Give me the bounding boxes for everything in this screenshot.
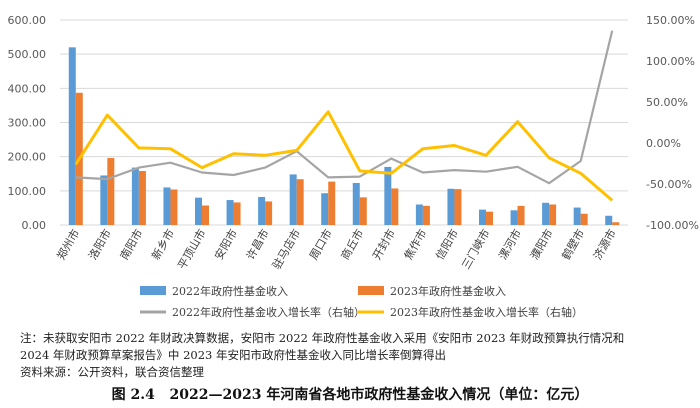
bar bbox=[226, 200, 234, 225]
bar bbox=[549, 204, 557, 225]
bar bbox=[391, 188, 399, 225]
bar bbox=[415, 204, 423, 225]
bar bbox=[479, 209, 486, 225]
bar bbox=[265, 201, 273, 225]
bar bbox=[258, 196, 266, 225]
figure-title: 2022—2023 年河南省各地市政府性基金收入情况（单位：亿元） bbox=[169, 387, 589, 403]
bar bbox=[131, 167, 139, 225]
bar bbox=[573, 207, 581, 225]
x-tick-label: 周口市 bbox=[306, 227, 335, 263]
legend-label: 2022年政府性基金收入 bbox=[172, 284, 288, 298]
x-tick-label: 濮阳市 bbox=[527, 227, 556, 263]
y-right-tick-label: 0.00% bbox=[646, 137, 681, 150]
y-right-tick-label: 50.00% bbox=[646, 96, 688, 109]
gridlines bbox=[60, 19, 628, 226]
bar bbox=[510, 210, 518, 225]
x-tick-label: 洛阳市 bbox=[85, 227, 114, 263]
y-left-tick-label: 300.00 bbox=[8, 117, 47, 130]
legend-swatch bbox=[140, 286, 166, 295]
y-left-tick-label: 100.00 bbox=[8, 185, 47, 198]
bar bbox=[384, 166, 392, 225]
line-series bbox=[74, 30, 614, 202]
x-tick-label: 驻马店市 bbox=[269, 227, 303, 272]
x-tick-label: 济源市 bbox=[590, 227, 619, 263]
bar bbox=[195, 197, 202, 225]
bar bbox=[447, 188, 455, 225]
bar bbox=[100, 175, 108, 225]
bar bbox=[289, 174, 297, 225]
note-line-2: 2024 年财政预算草案报告》中 2023 年安阳市政府性基金收入同比增长率倒算… bbox=[20, 348, 446, 362]
bar bbox=[138, 171, 146, 225]
x-tick-label: 漯河市 bbox=[496, 227, 525, 263]
y-left-tick-label: 200.00 bbox=[8, 151, 47, 164]
bar bbox=[486, 211, 493, 225]
bar bbox=[359, 197, 367, 225]
legend-label: 2023年政府性基金收入 bbox=[390, 284, 506, 298]
bar bbox=[202, 205, 209, 225]
series-line bbox=[74, 110, 614, 202]
left-axis: 0.00 100.00 200.00 300.00 400.00 500.00 600.00 bbox=[8, 14, 47, 232]
note-line-1: 注：未获取安阳市 2022 年财政决算数据，安阳市 2022 年政府性基金收入采… bbox=[20, 331, 625, 345]
x-tick-label: 开封市 bbox=[369, 227, 398, 263]
bar bbox=[580, 213, 588, 225]
figure-label: 图 2.4 bbox=[111, 387, 155, 403]
bar bbox=[612, 222, 620, 225]
y-right-tick-label: 100.00% bbox=[646, 55, 695, 68]
x-tick-label: 焦作市 bbox=[401, 227, 430, 263]
y-left-tick-label: 400.00 bbox=[8, 82, 47, 95]
bar-series bbox=[68, 47, 620, 226]
x-tick-label: 许昌市 bbox=[243, 227, 272, 263]
x-tick-label: 商丘市 bbox=[338, 227, 367, 263]
bar bbox=[352, 182, 360, 225]
bar bbox=[517, 205, 525, 225]
legend-label: 2022年政府性基金收入增长率（右轴） bbox=[172, 305, 365, 319]
series-line bbox=[75, 30, 614, 185]
y-left-tick-label: 600.00 bbox=[8, 14, 47, 27]
bar bbox=[233, 202, 241, 225]
bar bbox=[422, 205, 430, 225]
bar bbox=[163, 187, 171, 225]
bar bbox=[68, 47, 76, 226]
legend: 2022年政府性基金收入 2023年政府性基金收入 2022年政府性基金收入增长率（… bbox=[140, 284, 583, 319]
bar bbox=[328, 181, 336, 225]
x-tick-label: 郑州市 bbox=[54, 227, 83, 263]
x-tick-label: 三门峡市 bbox=[458, 227, 492, 272]
x-tick-label: 平顶山市 bbox=[174, 227, 208, 272]
x-tick-label: 南阳市 bbox=[117, 227, 146, 263]
bar bbox=[454, 189, 462, 225]
legend-label: 2023年政府性基金收入增长率（右轴） bbox=[390, 305, 583, 319]
y-left-tick-label: 0.00 bbox=[22, 219, 47, 232]
chart: 0.00 100.00 200.00 300.00 400.00 500.00 600.00… bbox=[8, 14, 699, 319]
bar bbox=[170, 189, 178, 225]
source-note: 资料来源：公开资料，联合资信整理 bbox=[20, 365, 204, 379]
y-right-tick-label: -100.00% bbox=[646, 219, 699, 232]
bar bbox=[321, 193, 329, 225]
x-tick-label: 安阳市 bbox=[212, 226, 241, 262]
figure-caption: 图 2.4 2022—2023 年河南省各地市政府性基金收入情况（单位：亿元） bbox=[0, 384, 700, 404]
x-tick-label: 鹤壁市 bbox=[559, 227, 588, 263]
right-axis: -100.00% -50.00% 0.00% 50.00% 100.00% 150.00% bbox=[646, 14, 699, 232]
bar bbox=[542, 202, 550, 225]
y-right-tick-label: 150.00% bbox=[646, 14, 695, 27]
y-left-tick-label: 500.00 bbox=[8, 48, 47, 61]
legend-swatch bbox=[358, 286, 384, 295]
bar bbox=[296, 179, 304, 225]
x-tick-label: 信阳市 bbox=[432, 227, 461, 263]
bar bbox=[605, 215, 613, 225]
bar bbox=[107, 158, 115, 225]
y-right-tick-label: -50.00% bbox=[646, 178, 692, 191]
x-tick-label: 新乡市 bbox=[148, 227, 177, 263]
